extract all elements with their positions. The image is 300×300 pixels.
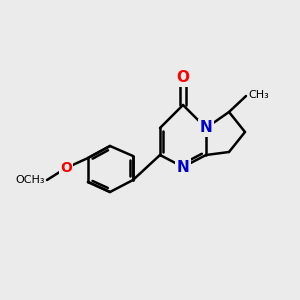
Text: O: O <box>176 70 190 86</box>
Text: N: N <box>200 121 212 136</box>
Text: O: O <box>60 161 72 175</box>
Text: N: N <box>177 160 189 175</box>
Text: OCH₃: OCH₃ <box>16 175 45 185</box>
Text: O: O <box>60 161 72 175</box>
Text: N: N <box>202 121 214 136</box>
Text: CH₃: CH₃ <box>248 90 269 100</box>
Text: N: N <box>177 160 189 175</box>
Text: O: O <box>176 70 190 85</box>
